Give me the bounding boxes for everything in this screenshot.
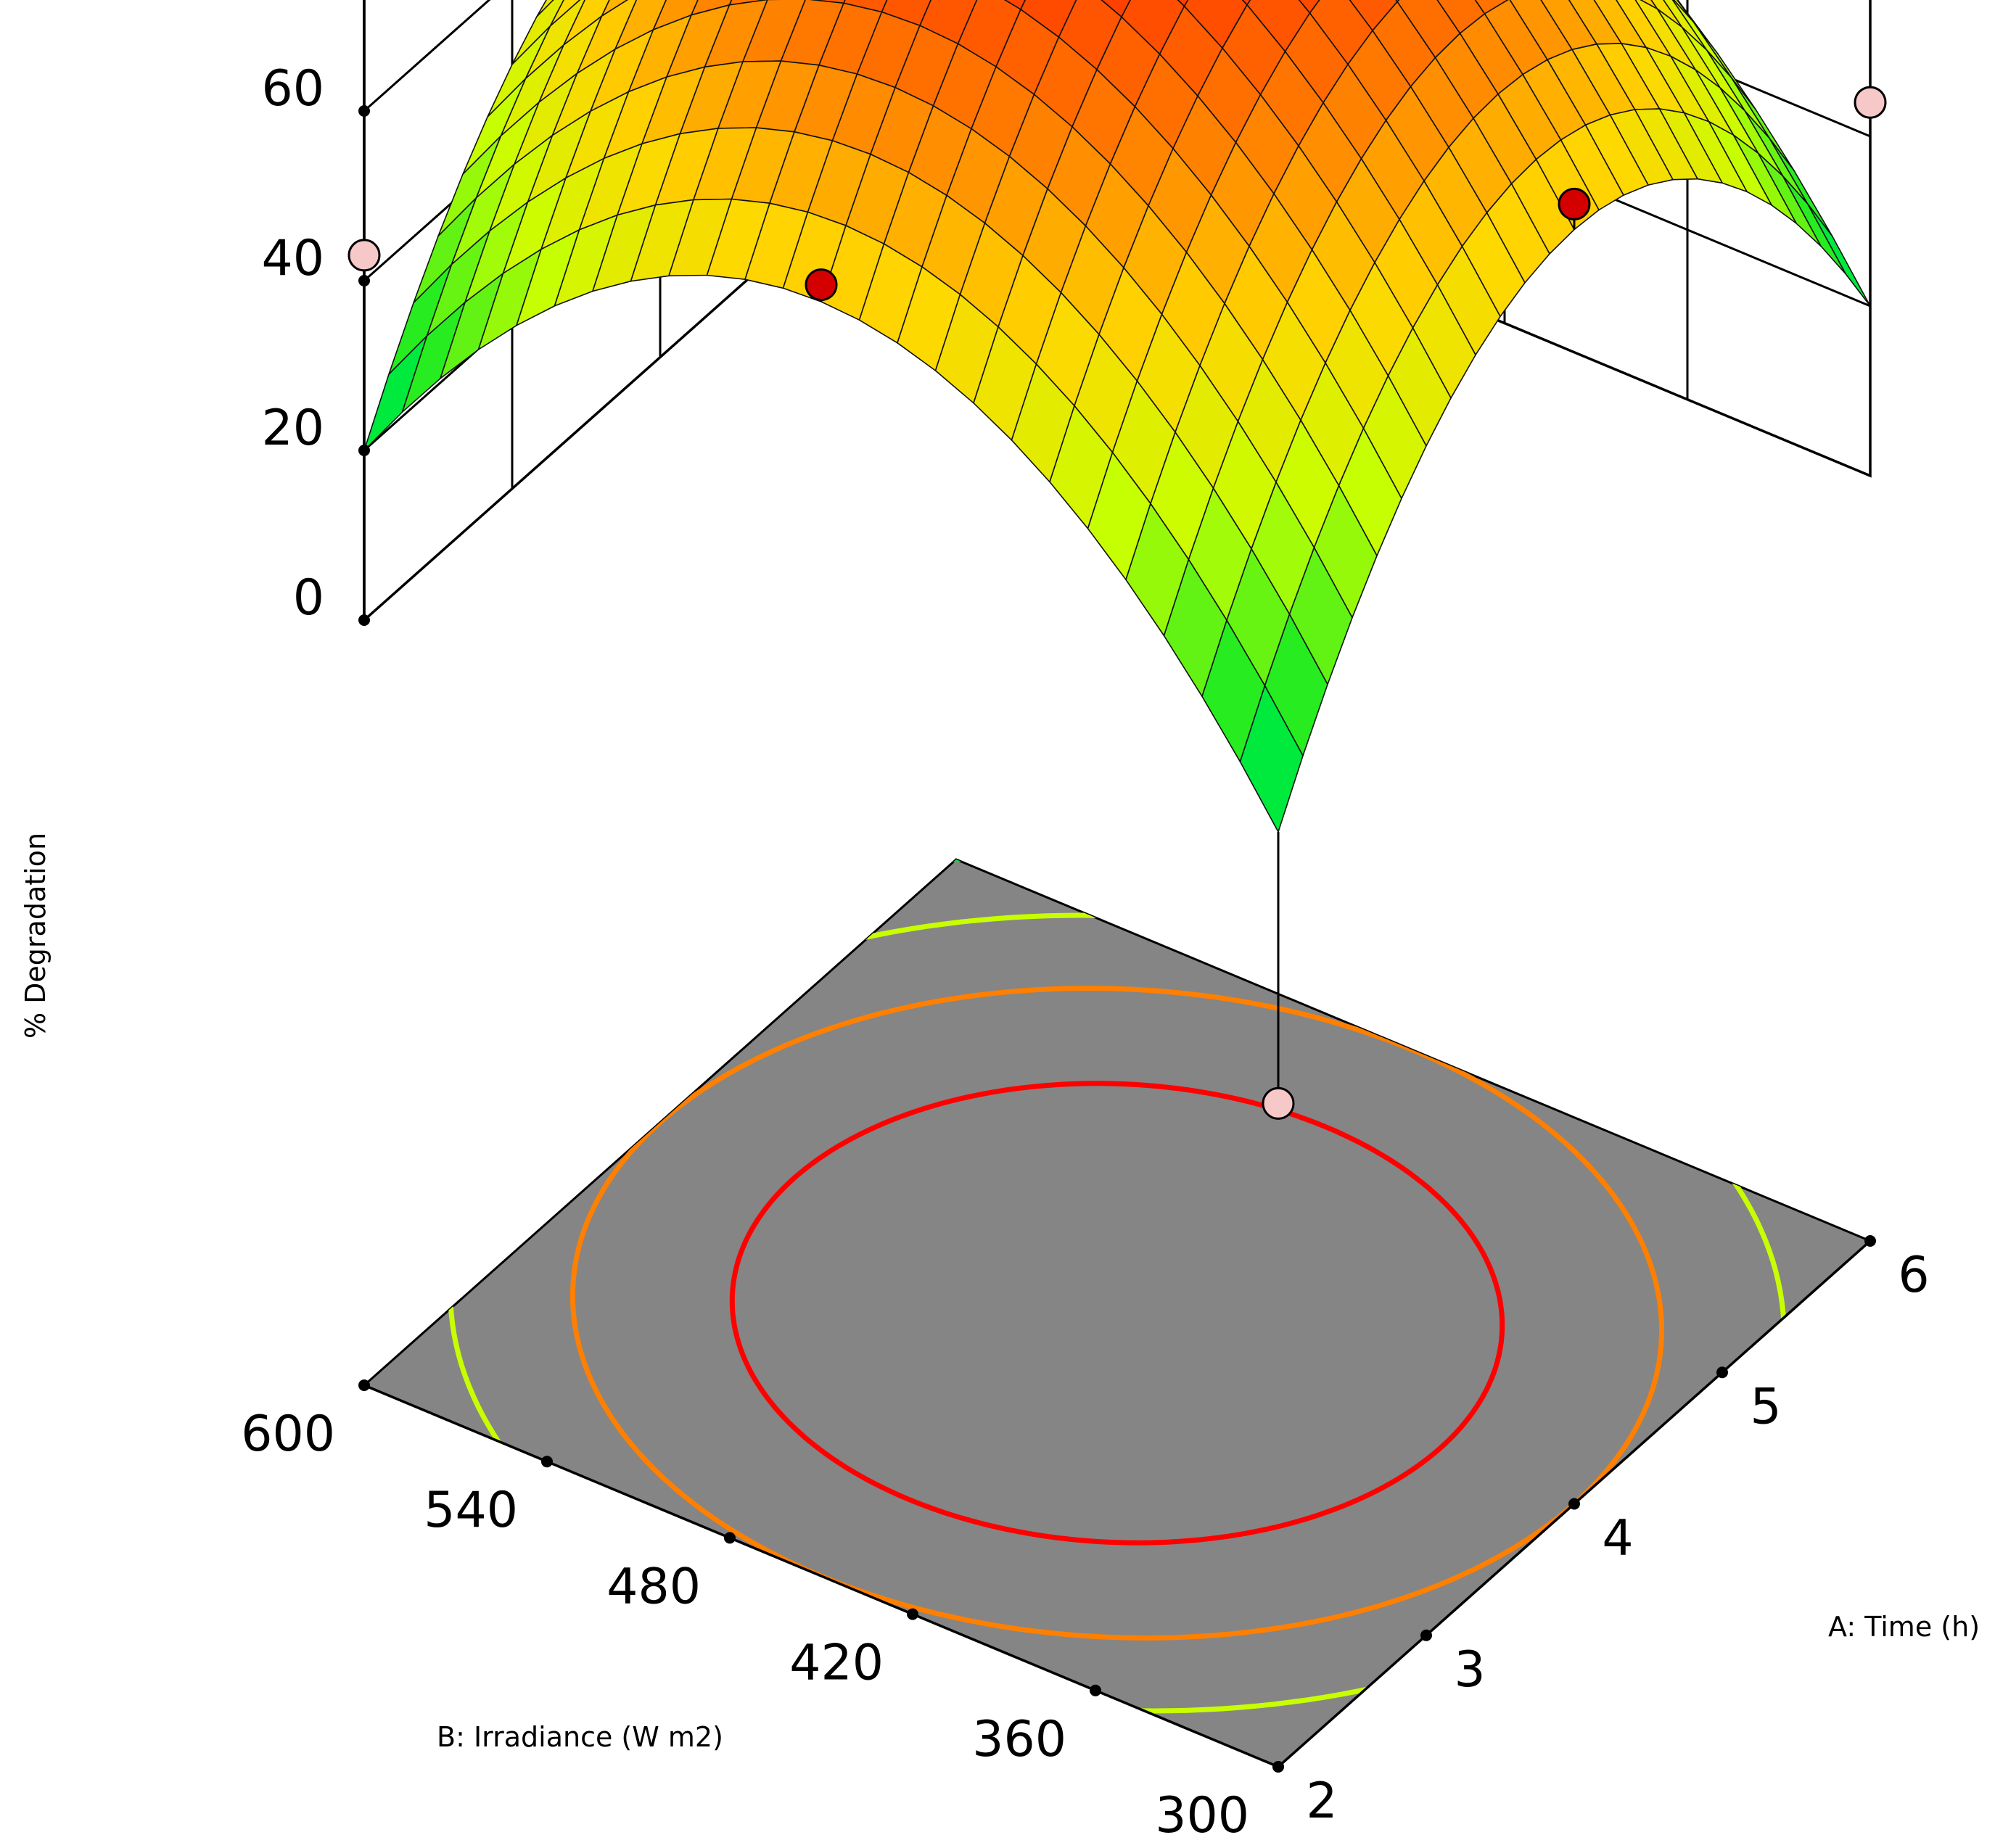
surface-cell (1239, 685, 1304, 833)
surface-cell (1298, 0, 1320, 14)
z-axis-title-text: % Degradation (20, 833, 52, 1039)
y-tick-label: 300 (1155, 1787, 1249, 1844)
x-axis-title: A: Time (h) (1828, 1611, 1980, 1643)
y-tick-mark (541, 1456, 553, 1468)
floor-plane-fill (362, 858, 1872, 1768)
surface-cell (1806, 202, 1871, 307)
y-tick-label: 420 (789, 1635, 884, 1692)
z-tick-mark (358, 275, 370, 286)
surface-cell (1177, 0, 1189, 7)
design-point (1854, 86, 1887, 119)
surface-cell (1782, 175, 1846, 275)
design-points (347, 86, 1887, 1120)
design-point (347, 239, 381, 272)
response-surface (363, 0, 1871, 833)
design-point (1262, 1086, 1295, 1120)
x-tick-mark (1864, 1235, 1876, 1247)
design-point (805, 268, 838, 302)
axes: 23456300360420480540600020406080100120 (241, 60, 1929, 1844)
y-tick-label: 540 (424, 1482, 518, 1539)
y-tick-mark (1090, 1684, 1101, 1696)
design-point (1558, 187, 1591, 220)
surface-cell (1241, 0, 1251, 6)
y-tick-label: 480 (606, 1558, 701, 1615)
x-tick-mark (1716, 1366, 1728, 1379)
z-tick-mark (358, 445, 370, 456)
x-tick-mark (1568, 1498, 1580, 1510)
x-tick-label: 5 (1750, 1378, 1781, 1435)
y-tick-mark (907, 1608, 918, 1620)
y-tick-label: 360 (972, 1711, 1066, 1768)
y-tick-mark (724, 1532, 736, 1544)
x-tick-mark (1420, 1629, 1432, 1641)
z-tick-label: 20 (261, 400, 324, 457)
x-tick-label: 4 (1602, 1510, 1633, 1567)
z-tick-label: 40 (261, 230, 324, 287)
z-tick-mark (358, 614, 370, 626)
y-axis-title: B: Irradiance (W m2) (437, 1721, 723, 1753)
x-tick-label: 6 (1898, 1247, 1929, 1304)
y-tick-label: 600 (241, 1406, 335, 1463)
y-axis-line (363, 1384, 1279, 1768)
floor-plane (362, 858, 1872, 1768)
z-tick-label: 60 (261, 60, 324, 117)
z-axis-title: % Degradation (20, 833, 52, 1039)
z-tick-mark (358, 105, 370, 117)
contour-line (729, 1081, 1505, 1546)
y-tick-mark (1272, 1761, 1284, 1773)
x-tick-label: 3 (1454, 1641, 1485, 1699)
y-tick-mark (358, 1379, 370, 1391)
z-tick-label: 0 (293, 569, 324, 627)
x-tick-label: 2 (1306, 1773, 1337, 1830)
